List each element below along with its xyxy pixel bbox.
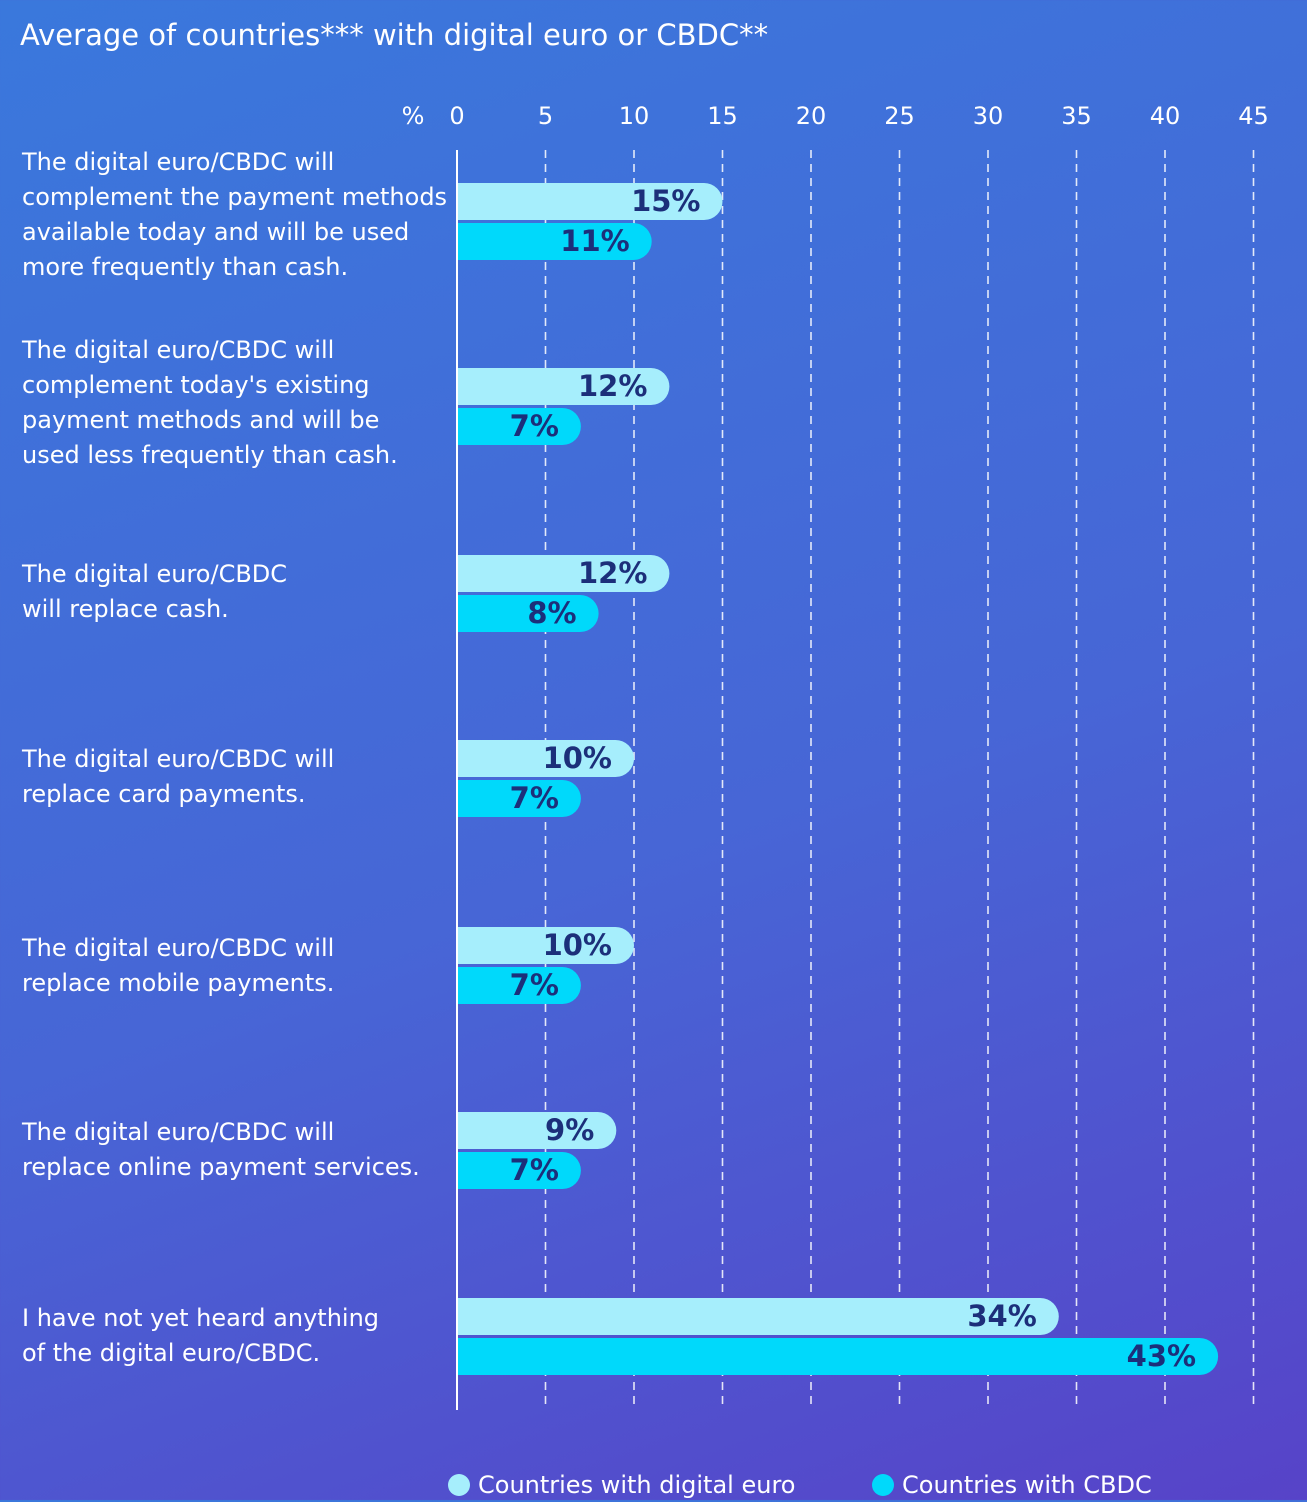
- category-label-line: of the digital euro/CBDC.: [22, 1339, 321, 1367]
- category-label-line: will replace cash.: [22, 595, 229, 623]
- category-label: The digital euro/CBDC will replace cash.: [22, 557, 452, 627]
- bar: [457, 368, 670, 405]
- bar: [457, 595, 599, 632]
- category-label-line: The digital euro/CBDC will: [22, 148, 335, 176]
- tick-label: 30: [973, 102, 1004, 130]
- legend-label-cbdc: Countries with CBDC: [902, 1471, 1152, 1499]
- data-label: 10%: [543, 928, 612, 962]
- data-label: 12%: [578, 369, 647, 403]
- category-label-line: replace card payments.: [22, 780, 306, 808]
- data-label: 7%: [510, 409, 559, 443]
- data-label: 10%: [543, 741, 612, 775]
- category-label-line: The digital euro/CBDC will: [22, 336, 335, 364]
- bar: [457, 780, 581, 817]
- category-label-line: available today and will be used: [22, 218, 410, 246]
- legend-item-cbdc: Countries with CBDC: [872, 1468, 1152, 1502]
- legend-swatch-cbdc: [872, 1474, 894, 1496]
- bar: [457, 1152, 581, 1189]
- category-label-line: The digital euro/CBDC will: [22, 934, 335, 962]
- bar: [457, 1298, 1059, 1335]
- chart-title: Average of countries*** with digital eur…: [20, 18, 769, 52]
- category-label-line: I have not yet heard anything: [22, 1304, 380, 1332]
- data-label: 9%: [545, 1113, 594, 1147]
- data-label: 11%: [560, 224, 629, 258]
- data-label: 7%: [510, 781, 559, 815]
- legend-label-digital-euro: Countries with digital euro: [478, 1471, 796, 1499]
- bar: [457, 223, 652, 260]
- bar: [457, 1112, 617, 1149]
- category-label: The digital euro/CBDC will replace card p…: [22, 742, 452, 812]
- tick-label: 20: [796, 102, 827, 130]
- category-label-line: more frequently than cash.: [22, 253, 349, 281]
- tick-label: 45: [1238, 102, 1269, 130]
- tick-label: 15: [707, 102, 738, 130]
- category-label-line: payment methods and will be: [22, 406, 380, 434]
- category-label: The digital euro/CBDC will complement the…: [22, 145, 452, 285]
- category-label-line: replace mobile payments.: [22, 969, 335, 997]
- category-label: The digital euro/CBDC will complement tod…: [22, 333, 452, 473]
- category-label-line: complement today's existing: [22, 371, 370, 399]
- category-label: I have not yet heard anything of the digi…: [22, 1301, 452, 1371]
- category-label-line: replace online payment services.: [22, 1153, 420, 1181]
- bar: [457, 740, 634, 777]
- category-label-line: The digital euro/CBDC will: [22, 1118, 335, 1146]
- bar: [457, 183, 723, 220]
- category-label: The digital euro/CBDC will replace mobile…: [22, 931, 452, 1001]
- bar: [457, 408, 581, 445]
- category-label-line: The digital euro/CBDC will: [22, 745, 335, 773]
- category-label-line: complement the payment methods: [22, 183, 448, 211]
- data-label: 34%: [967, 1299, 1036, 1333]
- bar: [457, 1338, 1219, 1375]
- tick-label: 40: [1150, 102, 1181, 130]
- legend-item-digital-euro: Countries with digital euro: [448, 1468, 795, 1502]
- data-label: 43%: [1127, 1339, 1196, 1373]
- data-label: 7%: [510, 1153, 559, 1187]
- category-label-line: used less frequently than cash.: [22, 441, 398, 469]
- data-label: 8%: [527, 596, 576, 630]
- bar: [457, 967, 581, 1004]
- tick-label: 10: [619, 102, 650, 130]
- tick-label: 35: [1061, 102, 1092, 130]
- bar: [457, 927, 634, 964]
- data-label: 15%: [631, 184, 700, 218]
- data-label: 7%: [510, 968, 559, 1002]
- tick-label: 0: [449, 102, 464, 130]
- bar: [457, 555, 670, 592]
- tick-label: 25: [884, 102, 915, 130]
- tick-label: 5: [538, 102, 553, 130]
- data-label: 12%: [578, 556, 647, 590]
- axis-unit-label: %: [402, 102, 425, 130]
- category-label-line: The digital euro/CBDC: [22, 560, 288, 588]
- legend-swatch-digital-euro: [448, 1474, 470, 1496]
- category-label: The digital euro/CBDC will replace online…: [22, 1115, 452, 1185]
